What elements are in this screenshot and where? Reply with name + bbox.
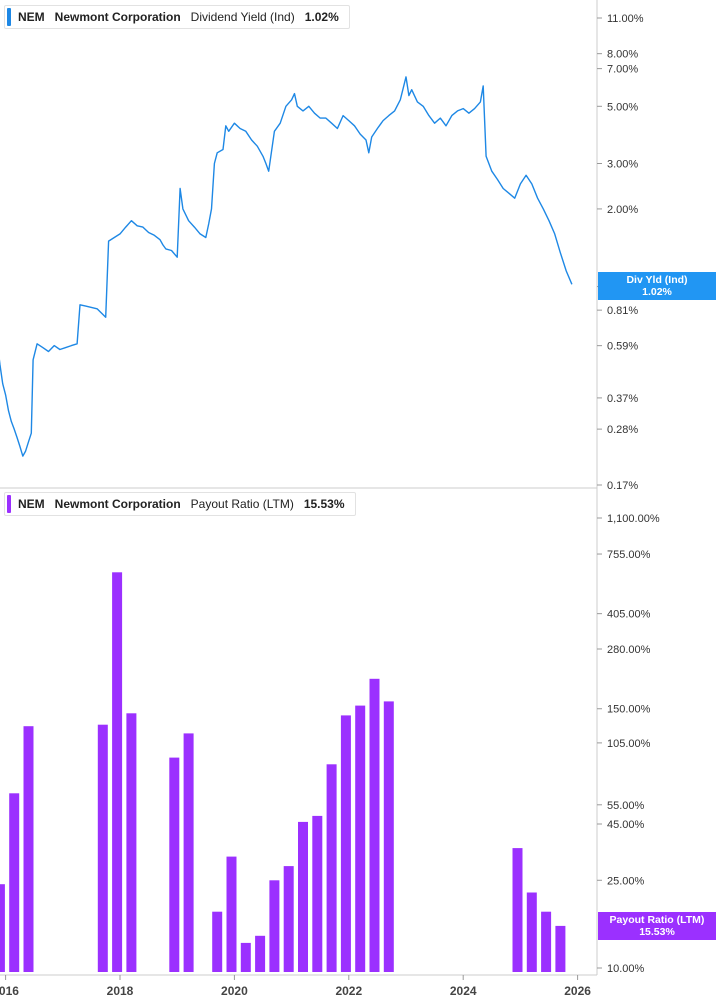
dividend-yield-line <box>0 76 573 457</box>
last-value-badge-payout: Payout Ratio (LTM) 15.53% <box>598 912 716 940</box>
payout-bar <box>312 815 323 972</box>
legend-dividend-yield: NEM Newmont Corporation Dividend Yield (… <box>4 5 350 29</box>
legend-company: Newmont Corporation <box>54 497 181 511</box>
payout-bar <box>512 848 523 972</box>
payout-bar <box>112 572 123 972</box>
yield-y-tick-label: 7.00% <box>607 64 638 76</box>
payout-bar <box>283 866 294 972</box>
payout-bar <box>541 911 552 972</box>
yield-y-tick-label: 0.37% <box>607 393 638 405</box>
payout-bar <box>340 715 351 972</box>
payout-bar <box>298 821 308 972</box>
yield-y-tick-label: 2.00% <box>607 204 638 216</box>
payout-bar <box>183 733 194 972</box>
payout-bar <box>355 705 366 972</box>
payout-bar <box>526 892 537 972</box>
payout-bar <box>0 884 5 972</box>
x-tick-label: 2022 <box>335 984 362 998</box>
yield-y-tick-label: 5.00% <box>607 101 638 113</box>
yield-y-tick-label: 0.28% <box>607 424 638 436</box>
payout-bar <box>255 935 266 972</box>
payout-y-tick-label: 755.00% <box>607 549 651 561</box>
payout-bar <box>383 701 394 972</box>
payout-bar <box>212 911 223 972</box>
payout-y-tick-label: 405.00% <box>607 609 651 621</box>
legend-metric: Payout Ratio (LTM) <box>190 497 294 511</box>
payout-bar <box>226 856 237 972</box>
yield-y-tick-label: 3.00% <box>607 159 638 171</box>
x-tick-label: 2026 <box>564 984 591 998</box>
payout-y-tick-label: 1,100.00% <box>607 513 660 525</box>
x-tick-label: 2024 <box>450 984 477 998</box>
legend-payout-ratio: NEM Newmont Corporation Payout Ratio (LT… <box>4 492 356 516</box>
last-value-badge-yield: Div Yld (Ind) 1.02% <box>598 272 716 300</box>
badge-label: Payout Ratio (LTM) <box>609 914 705 926</box>
payout-y-tick-label: 45.00% <box>607 819 645 831</box>
badge-value: 15.53% <box>639 926 675 938</box>
legend-value: 15.53% <box>303 497 345 511</box>
payout-y-tick-label: 25.00% <box>607 875 645 887</box>
payout-bar <box>126 713 137 972</box>
badge-value: 1.02% <box>642 286 672 298</box>
payout-bar <box>240 942 251 972</box>
yield-y-tick-label: 0.81% <box>607 305 638 317</box>
yield-y-tick-label: 0.17% <box>607 480 638 492</box>
legend-company: Newmont Corporation <box>54 10 181 24</box>
payout-bar <box>97 724 108 972</box>
x-tick-label: 2016 <box>0 984 19 998</box>
yield-y-tick-label: 8.00% <box>607 49 638 61</box>
legend-ticker: NEM <box>18 10 45 24</box>
payout-bar <box>23 726 34 972</box>
payout-bar <box>9 793 20 972</box>
payout-ratio-panel: 1,100.00% 755.00% 405.00% 280.00% 150.00% 105… <box>0 488 660 975</box>
legend-metric: Dividend Yield (Ind) <box>190 10 295 24</box>
payout-bar <box>555 925 566 972</box>
legend-ticker: NEM <box>18 497 45 511</box>
payout-y-tick-label: 55.00% <box>607 800 645 812</box>
payout-y-tick-label: 10.00% <box>607 963 645 975</box>
payout-bar <box>326 764 337 972</box>
dividend-yield-panel: 11.00%8.00%7.00%5.00%3.00%2.00%1.00%0.81… <box>0 0 644 492</box>
badge-label: Div Yld (Ind) <box>626 274 688 286</box>
legend-swatch-payout <box>7 495 11 513</box>
x-tick-label: 2018 <box>107 984 134 998</box>
legend-value: 1.02% <box>304 10 339 24</box>
yield-y-tick-label: 11.00% <box>607 13 644 25</box>
payout-bar <box>369 678 380 972</box>
legend-swatch-yield <box>7 8 11 26</box>
x-tick-label: 2020 <box>221 984 248 998</box>
payout-bar <box>269 880 280 972</box>
payout-y-tick-label: 280.00% <box>607 644 651 656</box>
payout-bar <box>169 757 180 972</box>
payout-y-tick-label: 150.00% <box>607 704 651 716</box>
yield-y-tick-label: 0.59% <box>607 341 638 353</box>
payout-y-tick-label: 105.00% <box>607 738 651 750</box>
